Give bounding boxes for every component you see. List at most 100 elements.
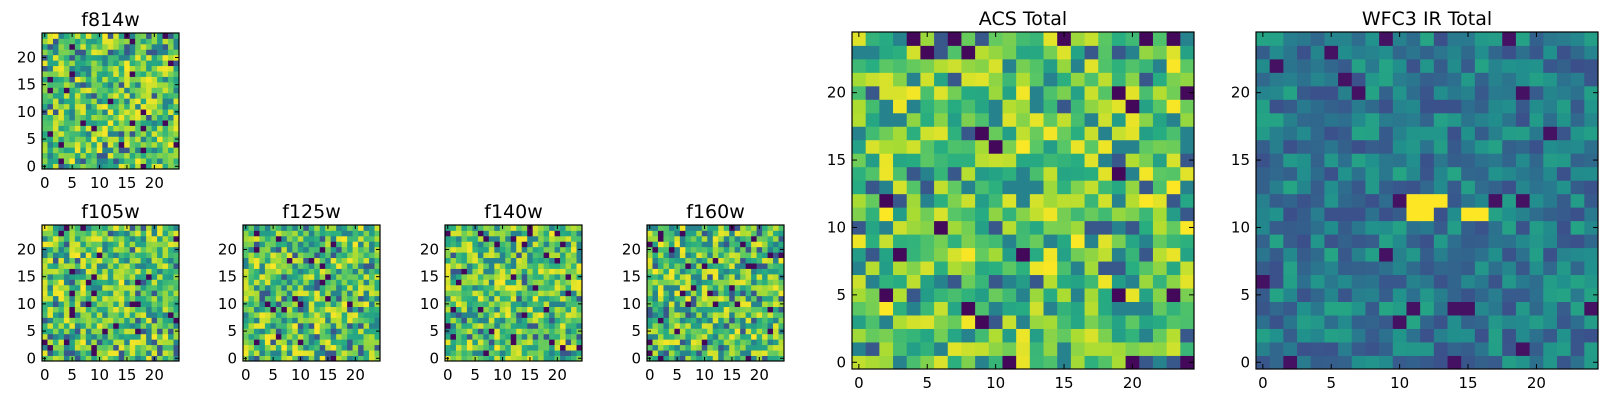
heatmap-cell — [690, 273, 697, 280]
heatmap-cell — [532, 263, 539, 269]
heatmap-cell — [1365, 207, 1380, 222]
heatmap-cell — [42, 241, 48, 248]
heatmap-cell — [347, 225, 353, 231]
heatmap-cell — [1488, 261, 1503, 276]
heatmap-cell — [281, 339, 288, 346]
heatmap-cell — [1070, 220, 1085, 235]
heatmap-cell — [893, 207, 908, 222]
heatmap-cell — [499, 317, 506, 324]
heatmap-cell — [319, 328, 326, 335]
heatmap-cell — [1543, 99, 1558, 114]
heatmap-cell — [1016, 315, 1031, 329]
heatmap-cell — [1098, 315, 1113, 329]
heatmap-cell — [1057, 315, 1072, 329]
heatmap-cell — [745, 355, 752, 362]
heatmap-cell — [69, 114, 76, 121]
heatmap-cell — [745, 295, 752, 302]
heatmap-cell — [1515, 45, 1530, 60]
heatmap-cell — [668, 350, 675, 356]
heatmap-cell — [554, 246, 561, 253]
y-tick-label: 0 — [631, 349, 641, 367]
heatmap-cell — [483, 241, 490, 248]
heatmap-cell — [668, 344, 675, 351]
heatmap-cell — [668, 290, 675, 297]
heatmap-cell — [58, 114, 65, 121]
heatmap-cell — [571, 284, 577, 291]
heatmap-cell — [538, 268, 545, 275]
heatmap-cell — [773, 263, 779, 269]
heatmap-cell — [549, 350, 555, 356]
heatmap-cell — [751, 241, 757, 248]
heatmap-cell — [1556, 301, 1572, 316]
heatmap-cell — [947, 112, 962, 127]
heatmap-cell — [560, 317, 566, 324]
heatmap-cell — [58, 263, 65, 269]
heatmap-cell — [135, 49, 142, 56]
heatmap-cell — [729, 290, 736, 297]
heatmap-cell — [488, 322, 495, 329]
heatmap-cell — [1474, 193, 1489, 208]
heatmap-cell — [157, 125, 163, 132]
heatmap-cell — [1502, 85, 1517, 100]
heatmap-cell — [1297, 58, 1312, 73]
heatmap-cell — [1365, 180, 1380, 195]
heatmap-cell — [510, 273, 517, 280]
heatmap-cell — [696, 290, 703, 297]
heatmap-cell — [1016, 45, 1031, 60]
heatmap-cell — [74, 268, 81, 275]
heatmap-cell — [124, 136, 131, 143]
heatmap-cell — [168, 163, 174, 170]
heatmap-cell — [445, 322, 451, 329]
heatmap-cell — [157, 290, 163, 297]
heatmap-cell — [516, 333, 523, 340]
heatmap-cell — [488, 257, 495, 264]
heatmap-cell — [947, 45, 962, 60]
heatmap-cell — [102, 109, 109, 115]
heatmap-cell — [42, 130, 48, 137]
heatmap-cell — [135, 33, 142, 39]
heatmap-cell — [118, 60, 125, 67]
heatmap-cell — [341, 306, 348, 313]
heatmap-cell — [1543, 301, 1558, 316]
heatmap-cell — [745, 301, 752, 307]
heatmap-cell — [1515, 274, 1530, 289]
heatmap-cell — [499, 241, 506, 248]
heatmap-cell — [668, 230, 675, 237]
heatmap-cell — [162, 344, 169, 351]
heatmap-cell — [42, 252, 48, 259]
heatmap-cell — [52, 158, 59, 164]
heatmap-cell — [505, 333, 512, 340]
heatmap-cell — [1379, 139, 1394, 154]
heatmap-cell — [113, 87, 120, 94]
heatmap-cell — [483, 306, 490, 313]
heatmap-cell — [1002, 342, 1017, 356]
heatmap-cell — [63, 263, 70, 269]
heatmap-cell — [85, 114, 92, 121]
heatmap-cell — [1406, 288, 1421, 302]
heatmap-cell — [1057, 126, 1072, 141]
heatmap-cell — [248, 268, 255, 275]
heatmap-cell — [330, 290, 337, 297]
heatmap-cell — [499, 339, 506, 346]
heatmap-cell — [168, 98, 174, 105]
heatmap-cell — [1084, 328, 1099, 343]
heatmap-cell — [140, 312, 147, 318]
heatmap-cell — [63, 125, 70, 132]
heatmap-cell — [1379, 301, 1394, 316]
heatmap-cell — [275, 225, 282, 231]
heatmap-cell — [91, 130, 98, 137]
heatmap-cell — [1111, 193, 1126, 208]
heatmap-cell — [707, 290, 714, 297]
heatmap-cell — [303, 230, 310, 237]
heatmap-cell — [63, 252, 70, 259]
heatmap-cell — [1584, 112, 1599, 127]
heatmap-cell — [248, 235, 255, 242]
heatmap-cell — [707, 273, 714, 280]
heatmap-cell — [1584, 99, 1599, 114]
heatmap-cell — [96, 235, 103, 242]
heatmap-cell — [477, 257, 484, 264]
heatmap-cell — [168, 43, 174, 50]
heatmap-cell — [690, 355, 697, 362]
heatmap-cell — [934, 247, 949, 262]
heatmap-cell — [543, 263, 550, 269]
